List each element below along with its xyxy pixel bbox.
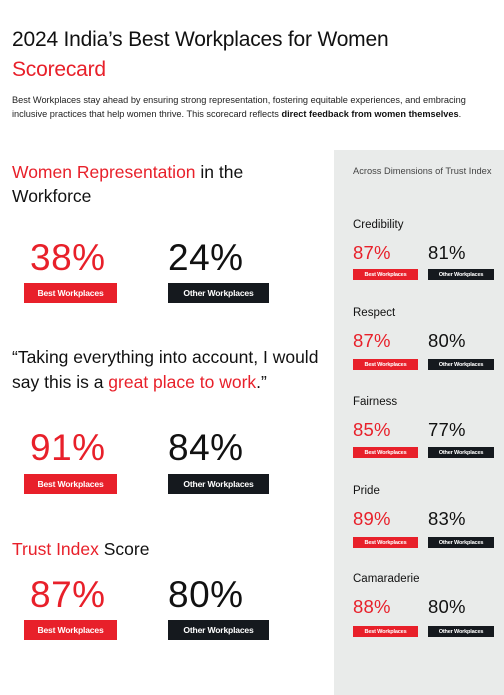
dimension-other-value: 81%: [428, 242, 466, 263]
trust-index-other-tag: Other Workplaces: [168, 620, 269, 640]
representation-heading: Women Representation in the Workforce: [12, 160, 243, 208]
intro-bold-text: direct feedback from women themselves: [281, 108, 459, 119]
dimension-other-value: 80%: [428, 596, 466, 617]
dimension-best-tag: Best Workplaces: [353, 626, 418, 637]
dimension-best-value: 87%: [353, 330, 391, 351]
dimension-name: Pride: [353, 485, 380, 497]
trust-index-best-tag: Best Workplaces: [24, 620, 117, 640]
trust-index-other-value: 80%: [168, 574, 244, 615]
intro-text: Best Workplaces stay ahead by ensuring s…: [12, 95, 466, 119]
trust-index-heading: Trust Index Score: [12, 537, 149, 561]
great-place-other-tag: Other Workplaces: [168, 474, 269, 494]
trust-dimensions-title: Across Dimensions of Trust Index: [353, 166, 492, 176]
dimension-other-value: 80%: [428, 330, 466, 351]
dimension-name: Credibility: [353, 219, 404, 231]
trust-index-heading-red: Trust Index: [12, 539, 99, 559]
dimension-best-value: 88%: [353, 596, 391, 617]
page-title: 2024 India’s Best Workplaces for Women: [12, 28, 389, 51]
trust-index-best-value: 87%: [30, 574, 106, 615]
great-place-quote: “Taking everything into account, I would…: [12, 345, 322, 395]
dimension-other-tag: Other Workplaces: [428, 626, 494, 637]
dimension-other-tag: Other Workplaces: [428, 359, 494, 370]
dimension-name: Respect: [353, 307, 396, 319]
dimension-other-value: 77%: [428, 419, 466, 440]
dimension-best-value: 85%: [353, 419, 391, 440]
quote-end: .”: [256, 372, 267, 392]
intro-end: .: [458, 108, 462, 119]
representation-best-tag: Best Workplaces: [24, 283, 117, 303]
dimension-other-value: 83%: [428, 508, 466, 529]
trust-dimensions-panel: Across Dimensions of Trust Index Credibi…: [334, 150, 504, 695]
dimension-name: Camaraderie: [353, 573, 420, 585]
representation-heading-line2: Workforce: [12, 186, 92, 206]
quote-start: “Taking everything into account, I would…: [12, 347, 319, 392]
dimension-best-tag: Best Workplaces: [353, 359, 418, 370]
great-place-best-value: 91%: [30, 427, 106, 468]
representation-other-value: 24%: [168, 237, 244, 278]
dimension-best-tag: Best Workplaces: [353, 269, 418, 280]
dimension-other-tag: Other Workplaces: [428, 447, 494, 458]
dimension-name: Fairness: [353, 396, 398, 408]
representation-heading-rest: in the: [195, 162, 244, 182]
dimension-best-value: 87%: [353, 242, 391, 263]
great-place-best-tag: Best Workplaces: [24, 474, 117, 494]
dimension-other-tag: Other Workplaces: [428, 269, 494, 280]
dimension-other-tag: Other Workplaces: [428, 537, 494, 548]
page-subtitle: Scorecard: [12, 58, 106, 81]
dimension-best-tag: Best Workplaces: [353, 447, 418, 458]
representation-other-tag: Other Workplaces: [168, 283, 269, 303]
intro-paragraph: Best Workplaces stay ahead by ensuring s…: [12, 94, 500, 121]
representation-best-value: 38%: [30, 237, 106, 278]
dimension-best-value: 89%: [353, 508, 391, 529]
quote-red: great place to work: [108, 372, 257, 392]
representation-heading-red: Women Representation: [12, 162, 196, 182]
dimension-best-tag: Best Workplaces: [353, 537, 418, 548]
great-place-other-value: 84%: [168, 427, 244, 468]
trust-index-heading-rest: Score: [98, 539, 150, 559]
